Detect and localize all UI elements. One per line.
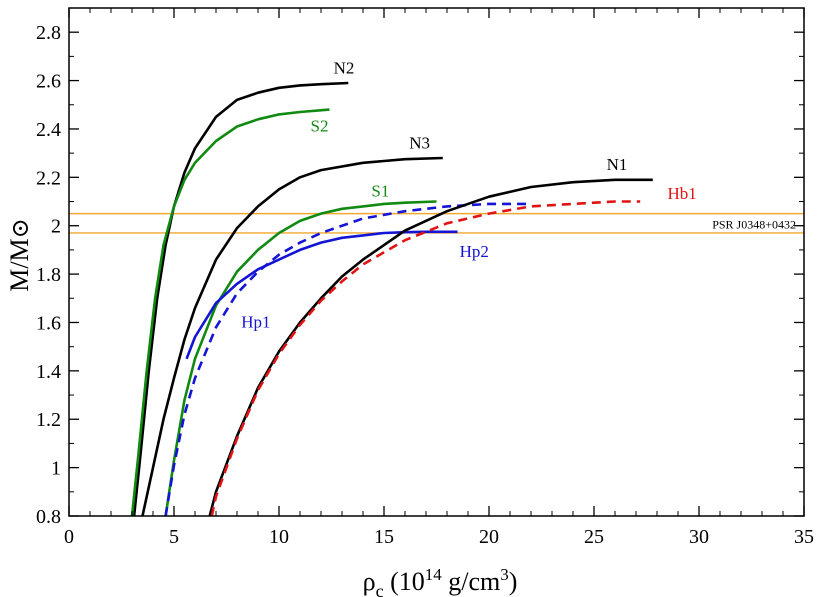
- plot-frame: [68, 7, 805, 517]
- x-tick-label: 25: [584, 526, 604, 548]
- y-tick-label: 1: [51, 458, 61, 480]
- x-tick-label: 15: [374, 526, 394, 548]
- curve-label-hp2: Hp2: [460, 242, 489, 261]
- curve-n3: [141, 156, 443, 517]
- x-tick-label: 5: [169, 526, 179, 548]
- y-tick-label: 1.4: [36, 361, 61, 383]
- x-axis-mid: (10: [384, 567, 425, 596]
- x-axis-tail: g/cm: [442, 567, 501, 596]
- curve-n2: [132, 81, 349, 517]
- y-axis-title: M/M⊙: [5, 218, 34, 292]
- x-tick-label: 35: [794, 526, 814, 548]
- x-tick-label: 10: [269, 526, 289, 548]
- axis-ticks: 0 5 10 15 20 25 30 35 0.8 1 1.2 1.4 1.6 1.8 2 2.2 2.4 2.6…: [36, 8, 814, 548]
- curve-s1: [164, 200, 437, 517]
- y-tick-label: 1.8: [36, 264, 61, 286]
- x-axis-sup1: 14: [425, 565, 443, 584]
- x-axis-close: ): [509, 567, 518, 596]
- curve-label-hp1: Hp1: [241, 312, 270, 331]
- curves: [130, 81, 653, 517]
- y-tick-label: 2.2: [36, 167, 61, 189]
- curve-hp1: [164, 202, 531, 517]
- curve-s2: [130, 108, 330, 517]
- y-tick-label: 0.8: [36, 506, 61, 528]
- y-tick-label: 2.6: [36, 71, 61, 93]
- curve-hp1-solid: [185, 230, 458, 360]
- x-axis-sup2: 3: [500, 565, 509, 584]
- y-tick-label: 1.2: [36, 409, 61, 431]
- curve-label-n1: N1: [607, 155, 628, 174]
- band-label: PSR J0348+0432: [712, 217, 796, 231]
- x-axis-sub: c: [376, 581, 384, 597]
- x-tick-label: 20: [479, 526, 499, 548]
- y-axis-sun: ⊙: [8, 218, 34, 238]
- curve-label-s1: S1: [371, 182, 389, 201]
- curve-label-n2: N2: [334, 58, 355, 77]
- curve-n1: [208, 178, 653, 517]
- curve-labels: N2 S2 N3 S1 Hp1 Hp2 N1 Hb1: [241, 58, 697, 331]
- x-axis-title: ρc (1014 g/cm3): [363, 565, 518, 597]
- y-tick-label: 1.6: [36, 312, 61, 334]
- curve-label-n3: N3: [409, 133, 430, 152]
- curve-label-hb1: Hb1: [668, 184, 697, 203]
- y-axis-main: M/M: [5, 238, 34, 291]
- curve-label-s2: S2: [311, 116, 329, 135]
- x-tick-label: 0: [64, 526, 74, 548]
- y-tick-label: 2.8: [36, 22, 61, 44]
- y-tick-label: 2.4: [36, 119, 61, 141]
- curve-hb1: [210, 200, 641, 517]
- x-tick-label: 30: [689, 526, 709, 548]
- x-axis-rho: ρ: [363, 567, 376, 596]
- y-tick-label: 2: [51, 216, 61, 238]
